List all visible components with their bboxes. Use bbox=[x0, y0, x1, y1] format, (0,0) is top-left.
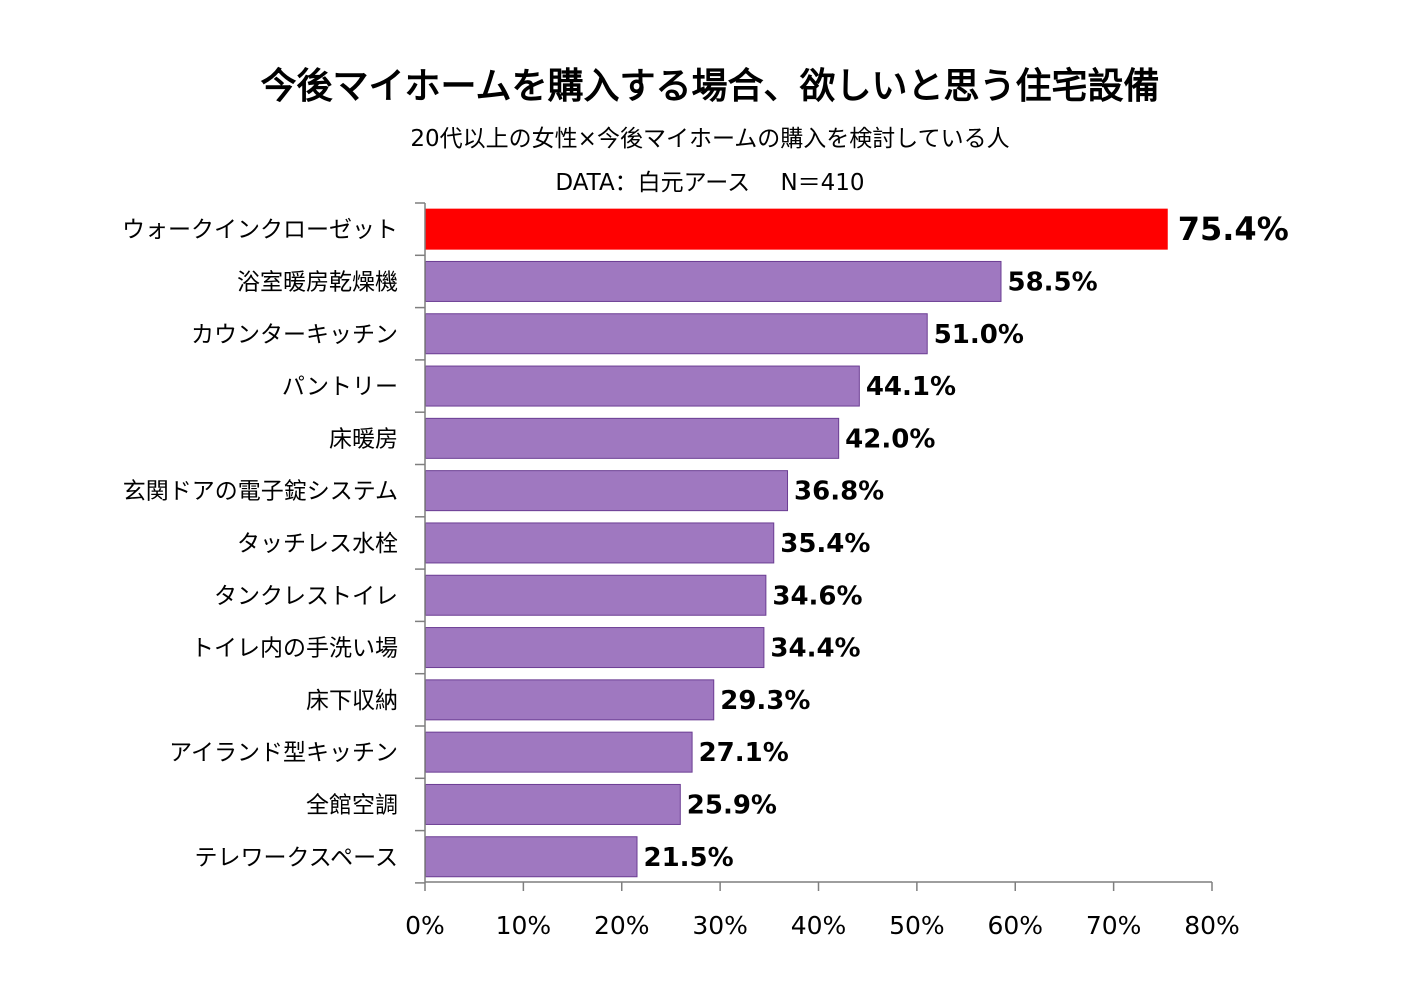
category-label: 玄関ドアの電子錠システム bbox=[123, 479, 398, 505]
value-label: 36.8% bbox=[794, 477, 884, 507]
bar-12 bbox=[425, 783, 681, 825]
bars-layer: ウォークインクローゼット 75.4% 浴室暖房乾燥機 58.5% カウンターキッチン 51… bbox=[122, 208, 1289, 878]
bar-10 bbox=[425, 679, 715, 721]
category-label: カウンターキッチン bbox=[191, 322, 398, 348]
category-label: 床下収納 bbox=[306, 688, 398, 714]
x-tick-label: 10% bbox=[496, 911, 552, 940]
bar-6 bbox=[425, 470, 789, 512]
chart-title: 今後マイホームを購入する場合、欲しいと思う住宅設備 bbox=[261, 65, 1160, 107]
x-tick-label: 70% bbox=[1086, 911, 1142, 940]
x-tick-label: 40% bbox=[791, 911, 847, 940]
value-label: 34.4% bbox=[770, 634, 860, 664]
x-tick-label: 50% bbox=[889, 911, 945, 940]
category-label: 床暖房 bbox=[329, 426, 398, 452]
bar-4 bbox=[425, 365, 860, 407]
value-label: 75.4% bbox=[1178, 210, 1289, 248]
category-label: テレワークスペース bbox=[194, 845, 398, 871]
value-label: 27.1% bbox=[699, 738, 789, 768]
category-label: タッチレス水栓 bbox=[237, 531, 398, 557]
bar-11 bbox=[425, 731, 693, 773]
x-tick-label: 0% bbox=[405, 911, 445, 940]
data-source-label: DATA：白元アース N＝410 bbox=[555, 170, 864, 196]
bar-2 bbox=[425, 260, 1002, 302]
value-label: 34.6% bbox=[772, 581, 862, 611]
value-label: 58.5% bbox=[1007, 267, 1097, 297]
bar-9 bbox=[425, 627, 765, 669]
category-label: ウォークインクローゼット bbox=[122, 217, 398, 243]
x-axis: 0% 10% 20% 30% 40% 50% 60% 70% 80% bbox=[405, 202, 1240, 940]
bar-13 bbox=[425, 836, 638, 878]
category-label: パントリー bbox=[282, 374, 398, 400]
value-label: 44.1% bbox=[866, 372, 956, 402]
x-tick-label: 60% bbox=[987, 911, 1043, 940]
value-label: 25.9% bbox=[687, 790, 777, 820]
category-label: アイランド型キッチン bbox=[169, 740, 398, 766]
bar-7 bbox=[425, 522, 775, 564]
bar-1 bbox=[425, 208, 1168, 250]
x-tick-label: 20% bbox=[594, 911, 650, 940]
bar-8 bbox=[425, 574, 767, 616]
category-label: タンクレストイレ bbox=[214, 583, 398, 609]
value-label: 29.3% bbox=[720, 686, 810, 716]
category-label: 全館空調 bbox=[306, 792, 398, 818]
bar-3 bbox=[425, 313, 928, 355]
value-label: 51.0% bbox=[934, 320, 1024, 350]
category-label: 浴室暖房乾燥機 bbox=[237, 269, 398, 295]
x-tick-label: 30% bbox=[692, 911, 748, 940]
value-label: 21.5% bbox=[644, 843, 734, 873]
value-label: 42.0% bbox=[845, 424, 935, 454]
value-label: 35.4% bbox=[780, 529, 870, 559]
bar-5 bbox=[425, 417, 840, 459]
category-label: トイレ内の手洗い場 bbox=[191, 636, 398, 662]
x-tick-label: 80% bbox=[1184, 911, 1240, 940]
chart-subtitle: 20代以上の女性×今後マイホームの購入を検討している人 bbox=[410, 126, 1009, 152]
